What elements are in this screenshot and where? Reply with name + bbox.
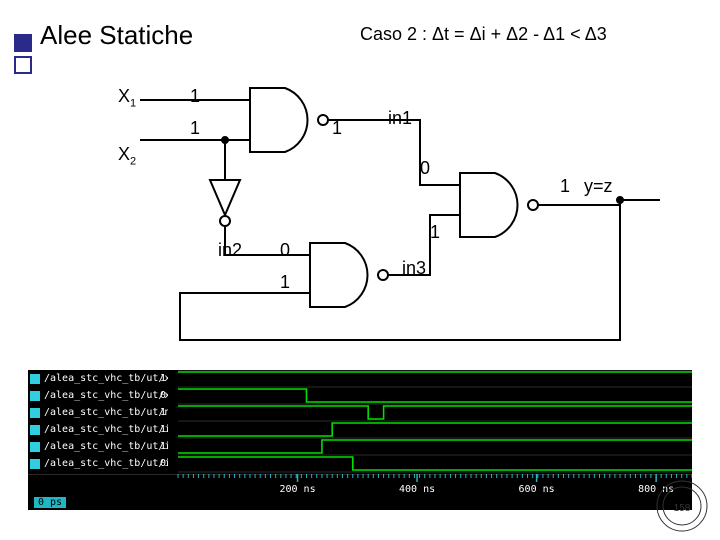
signal-color-square xyxy=(30,408,40,418)
circuit-diagram xyxy=(0,0,720,360)
institution-seal: 158 xyxy=(654,478,710,534)
signal-value: 1 xyxy=(160,441,166,452)
signal-color-square xyxy=(30,442,40,452)
signal-name: /alea_stc_vhc_tb/ut/x2 xyxy=(44,390,168,401)
svg-text:158: 158 xyxy=(674,503,691,514)
waveform-signal-row[interactable]: /alea_stc_vhc_tb/ut/nz1 xyxy=(28,404,168,421)
signal-value: 0 xyxy=(160,458,166,469)
signal-value: 0 xyxy=(160,390,166,401)
signal-value: 1 xyxy=(160,424,166,435)
signal-value: 1 xyxy=(160,373,166,384)
svg-text:400 ns: 400 ns xyxy=(399,484,435,495)
waveform-signal-row[interactable]: /alea_stc_vhc_tb/ut/in11 xyxy=(28,421,168,438)
signal-name: /alea_stc_vhc_tb/ut/in3 xyxy=(44,458,168,469)
signal-name: /alea_stc_vhc_tb/ut/x1 xyxy=(44,373,168,384)
signal-color-square xyxy=(30,391,40,401)
waveform-signal-row[interactable]: /alea_stc_vhc_tb/ut/in21 xyxy=(28,438,168,455)
signal-value: 1 xyxy=(160,407,166,418)
signal-name: /alea_stc_vhc_tb/ut/in2 xyxy=(44,441,168,452)
signal-name: /alea_stc_vhc_tb/ut/nz xyxy=(44,407,168,418)
waveform-signal-list: /alea_stc_vhc_tb/ut/x11/alea_stc_vhc_tb/… xyxy=(28,370,168,474)
waveform-signal-row[interactable]: /alea_stc_vhc_tb/ut/x11 xyxy=(28,370,168,387)
waveform-signal-row[interactable]: /alea_stc_vhc_tb/ut/in30 xyxy=(28,455,168,472)
waveform-cursor-row: 0 ps xyxy=(28,496,692,510)
waveform-signal-row[interactable]: /alea_stc_vhc_tb/ut/x20 xyxy=(28,387,168,404)
signal-color-square xyxy=(30,374,40,384)
svg-text:200 ns: 200 ns xyxy=(279,484,315,495)
signal-name: /alea_stc_vhc_tb/ut/in1 xyxy=(44,424,168,435)
waveform-viewer: /alea_stc_vhc_tb/ut/x11/alea_stc_vhc_tb/… xyxy=(28,370,692,510)
waveform-ruler: 200 ns400 ns600 ns800 ns xyxy=(28,474,692,496)
waveform-plot xyxy=(178,370,692,474)
cursor-label: 0 ps xyxy=(34,497,66,508)
signal-color-square xyxy=(30,459,40,469)
signal-color-square xyxy=(30,425,40,435)
svg-text:600 ns: 600 ns xyxy=(519,484,555,495)
